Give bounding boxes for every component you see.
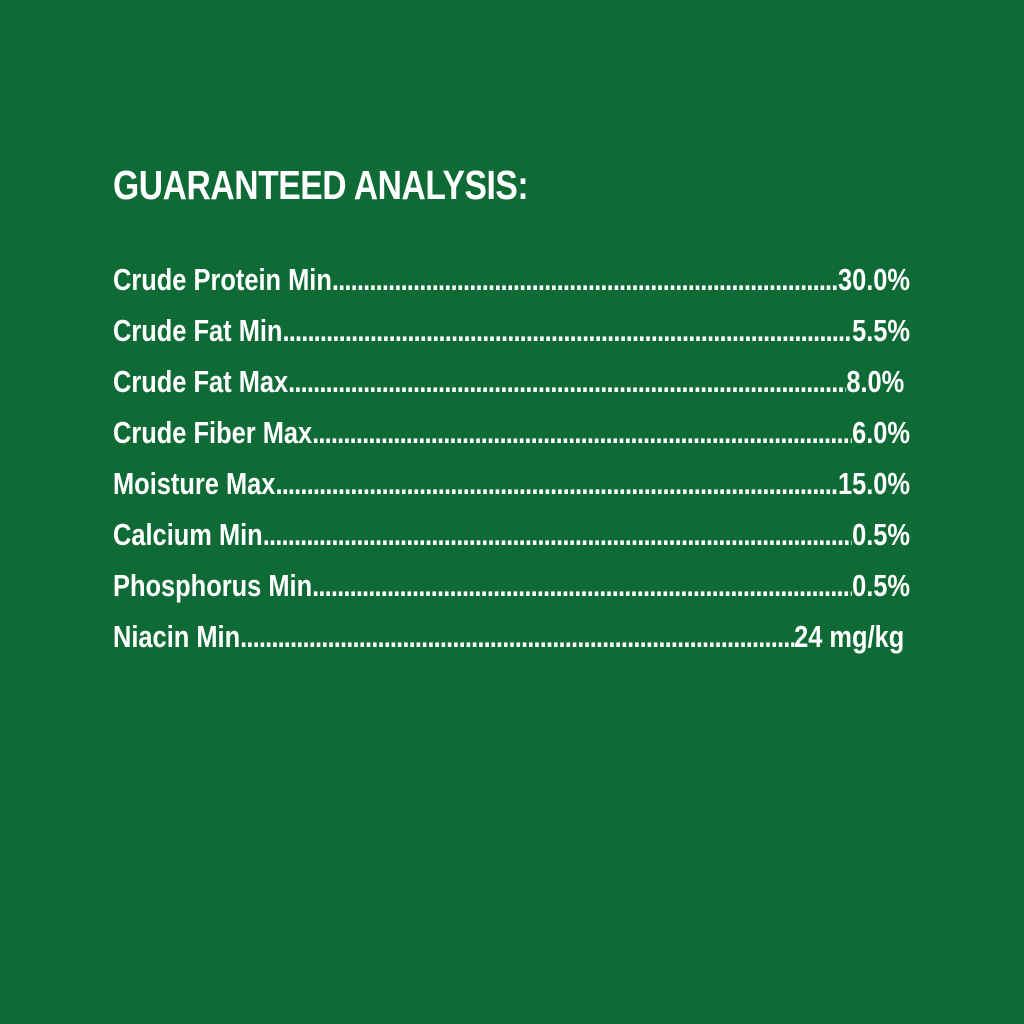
- dot-leader: [288, 356, 846, 407]
- dot-leader: [275, 458, 838, 509]
- row-value: 30.0%: [837, 262, 911, 297]
- section-title: GUARANTEED ANALYSIS:: [113, 162, 529, 208]
- analysis-row: Calcium Min 0.5%: [113, 509, 910, 560]
- analysis-row: Crude Fat Max 8.0%: [113, 356, 904, 407]
- row-label: Crude Protein Min: [113, 262, 332, 297]
- row-value: 6.0%: [852, 415, 911, 450]
- row-value: 24 mg/kg: [794, 619, 905, 654]
- guaranteed-analysis: GUARANTEED ANALYSIS: Crude Protein Min 30…: [113, 160, 910, 662]
- row-value: 5.5%: [852, 313, 911, 348]
- row-label: Calcium Min: [113, 517, 263, 552]
- row-label: Crude Fiber Max: [113, 415, 313, 450]
- dot-leader: [282, 305, 852, 356]
- row-label: Niacin Min: [113, 619, 241, 654]
- row-value: 8.0%: [846, 364, 905, 399]
- row-value: 0.5%: [852, 517, 911, 552]
- dot-leader: [332, 254, 838, 305]
- analysis-row: Crude Fat Min 5.5%: [113, 305, 910, 356]
- row-value: 15.0%: [837, 466, 911, 501]
- row-label: Phosphorus Min: [113, 568, 313, 603]
- row-value: 0.5%: [852, 568, 911, 603]
- dot-leader: [263, 509, 852, 560]
- dot-leader: [312, 407, 852, 458]
- dot-leader: [312, 560, 852, 611]
- row-label: Moisture Max: [113, 466, 276, 501]
- analysis-row: Crude Fiber Max 6.0%: [113, 407, 910, 458]
- row-label: Crude Fat Max: [113, 364, 289, 399]
- analysis-row: Niacin Min 24 mg/kg: [113, 611, 904, 662]
- analysis-row: Moisture Max 15.0%: [113, 458, 910, 509]
- dot-leader: [240, 611, 794, 662]
- analysis-row: Crude Protein Min 30.0%: [113, 254, 910, 305]
- row-label: Crude Fat Min: [113, 313, 283, 348]
- analysis-row: Phosphorus Min 0.5%: [113, 560, 910, 611]
